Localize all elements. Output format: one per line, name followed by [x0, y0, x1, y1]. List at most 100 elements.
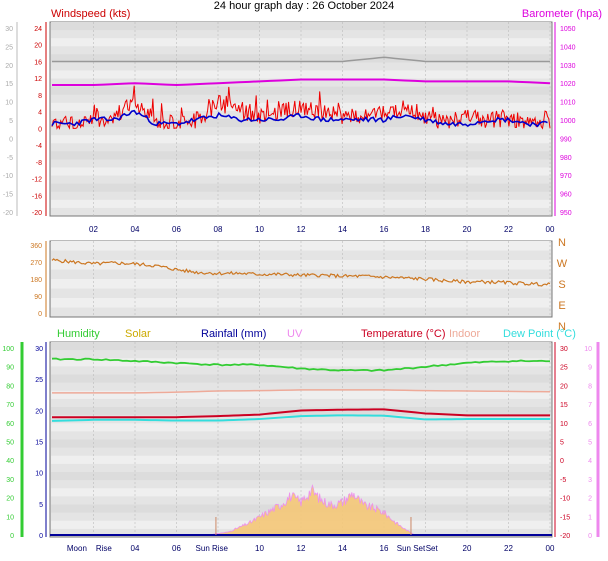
- compass-tick-label: N: [558, 321, 566, 333]
- direction-axis-tick-label: 360: [30, 243, 42, 250]
- outer-axis-tick-label: 30: [5, 26, 13, 33]
- wind-axis-tick-label: 0: [38, 126, 42, 133]
- outer-axis-tick-label: -5: [7, 155, 13, 162]
- compass-tick-label: W: [557, 258, 568, 270]
- panel-1-x-tick-label: 12: [297, 225, 306, 234]
- uv-axis-tick-label: 10: [584, 346, 592, 353]
- temperature-axis-tick-label: -10: [560, 496, 570, 503]
- wind-axis-tick-label: 20: [34, 43, 42, 50]
- outer-axis-tick-label: 25: [5, 44, 13, 51]
- compass-tick-label: N: [558, 237, 566, 249]
- panel-3-x-tick-label: 22: [504, 544, 513, 553]
- uv-axis-tick-label: 0: [588, 533, 592, 540]
- rain-axis-tick-label: 15: [35, 440, 43, 447]
- legend-item: Solar: [125, 328, 151, 340]
- barometer-axis-title: Barometer (hpa): [522, 8, 602, 20]
- direction-axis-tick-label: 90: [34, 294, 42, 301]
- humidity-axis-tick-label: 0: [10, 533, 14, 540]
- outer-axis-tick-label: -20: [3, 210, 13, 217]
- outer-axis-tick-label: -10: [3, 173, 13, 180]
- legend-item: Rainfall (mm): [201, 328, 266, 340]
- rain-axis-tick-label: 0: [39, 533, 43, 540]
- direction-axis-tick-label: 270: [30, 260, 42, 267]
- uv-axis-tick-label: 4: [588, 458, 592, 465]
- barometer-axis-tick-label: 1050: [560, 26, 576, 33]
- legend-item: UV: [287, 328, 303, 340]
- humidity-axis-tick-label: 60: [6, 421, 14, 428]
- barometer-axis-tick-label: 960: [560, 192, 572, 199]
- dew-point-line: [51, 414, 550, 422]
- barometer-axis-tick-label: 970: [560, 173, 572, 180]
- temperature-axis-tick-label: -5: [560, 477, 566, 484]
- wind-axis-tick-label: -16: [32, 193, 42, 200]
- wind-axis-tick-label: 16: [34, 59, 42, 66]
- barometer-axis-tick-label: 990: [560, 136, 572, 143]
- compass-tick-label: E: [558, 300, 565, 312]
- uv-axis-tick-label: 6: [588, 421, 592, 428]
- panel-1-x-tick-label: 02: [89, 225, 98, 234]
- panel-3-x-tick-label: 16: [380, 544, 389, 553]
- humidity-axis-tick-label: 30: [6, 477, 14, 484]
- panel-1-x-tick-label: 00: [546, 225, 555, 234]
- outer-axis-tick-label: -15: [3, 192, 13, 199]
- windspeed-average-line: [51, 109, 548, 128]
- barometer-axis-tick-label: 1040: [560, 44, 576, 51]
- uv-axis-tick-label: 3: [588, 477, 592, 484]
- wind-axis-tick-label: -4: [36, 143, 42, 150]
- wind-axis-tick-label: 4: [38, 110, 42, 117]
- barometer-axis-tick-label: 1000: [560, 118, 576, 125]
- wind-axis-tick-label: 12: [34, 76, 42, 83]
- rain-axis-tick-label: 10: [35, 471, 43, 478]
- barometer-axis-tick-label: 1030: [560, 63, 576, 70]
- panel-3-x-tick-label: Sun Rise: [196, 544, 229, 553]
- compass-tick-label: S: [558, 279, 565, 291]
- legend-item: Temperature (°C): [361, 328, 445, 340]
- barometer-line: [52, 78, 551, 87]
- outer-axis-tick-label: 15: [5, 81, 13, 88]
- rain-axis-tick-label: 30: [35, 346, 43, 353]
- panel-3-x-tick-label: 12: [297, 544, 306, 553]
- panel-2-band: [51, 279, 551, 289]
- humidity-axis-tick-label: 80: [6, 383, 14, 390]
- wind-axis-tick-label: -20: [32, 210, 42, 217]
- panel-3-x-tick-label: 00: [546, 544, 555, 553]
- temperature-axis-tick-label: -20: [560, 533, 570, 540]
- panel-1-x-tick-label: 10: [255, 225, 264, 234]
- panel-3-x-tick-label: 10: [255, 544, 264, 553]
- panel-1-x-tick-label: 18: [421, 225, 430, 234]
- panel-3-x-tick-label: 14: [338, 544, 347, 553]
- humidity-axis-tick-label: 40: [6, 458, 14, 465]
- wind-axis-title: Windspeed (kts): [51, 8, 130, 20]
- uv-axis-tick-label: 5: [588, 440, 592, 447]
- temperature-axis-tick-label: 20: [560, 383, 568, 390]
- panel-3-x-tick-label: Sun Set: [397, 544, 426, 553]
- temperature-line: [52, 408, 550, 419]
- barometer-axis-tick-label: 950: [560, 210, 572, 217]
- uv-axis-tick-label: 8: [588, 383, 592, 390]
- humidity-axis-tick-label: 10: [6, 514, 14, 521]
- panel-1-x-tick-label: 22: [504, 225, 513, 234]
- wind-axis-tick-label: -12: [32, 177, 42, 184]
- humidity-line: [51, 357, 551, 372]
- rain-axis-tick-label: 20: [35, 408, 43, 415]
- panel-3-band: [51, 488, 551, 497]
- wind-axis-tick-label: -8: [36, 160, 42, 167]
- direction-axis-tick-label: 180: [30, 277, 42, 284]
- outer-axis-tick-label: 20: [5, 63, 13, 70]
- panel-3-x-tick-label: 20: [463, 544, 472, 553]
- temperature-axis-tick-label: -15: [560, 514, 570, 521]
- panel-1-x-tick-label: 16: [380, 225, 389, 234]
- rain-axis-tick-label: 5: [39, 502, 43, 509]
- barometer-axis-tick-label: 1020: [560, 81, 576, 88]
- panel-1-x-tick-label: 20: [463, 225, 472, 234]
- humidity-axis-tick-label: 20: [6, 496, 14, 503]
- uv-axis-tick-label: 9: [588, 365, 592, 372]
- temperature-axis-tick-label: 30: [560, 346, 568, 353]
- rain-axis-tick-label: 25: [35, 377, 43, 384]
- panel-3-band: [51, 472, 551, 481]
- indoor-line: [52, 56, 550, 63]
- outer-axis-tick-label: 5: [9, 118, 13, 125]
- uv-axis-tick-label: 7: [588, 402, 592, 409]
